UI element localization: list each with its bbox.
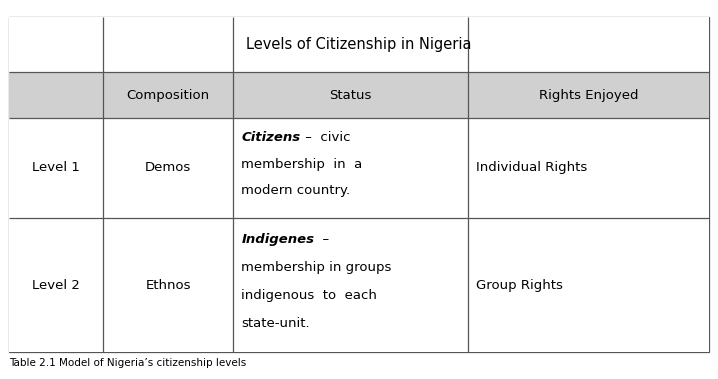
Text: –: – <box>314 233 330 246</box>
Text: membership  in  a: membership in a <box>241 158 363 171</box>
Text: –  civic: – civic <box>301 131 350 144</box>
Text: Table 2.1 Model of Nigeria’s citizenship levels: Table 2.1 Model of Nigeria’s citizenship… <box>9 358 246 368</box>
Text: Level 1: Level 1 <box>32 161 80 174</box>
Text: Demos: Demos <box>145 161 191 174</box>
Text: membership in groups: membership in groups <box>241 261 392 274</box>
Text: Composition: Composition <box>126 89 210 102</box>
Text: Levels of Citizenship in Nigeria: Levels of Citizenship in Nigeria <box>246 37 472 52</box>
Text: indigenous  to  each: indigenous to each <box>241 289 378 302</box>
Text: Level 2: Level 2 <box>32 279 80 292</box>
Text: Ethnos: Ethnos <box>145 279 191 292</box>
Text: Group Rights: Group Rights <box>476 279 563 292</box>
Text: Indigenes: Indigenes <box>241 233 314 246</box>
Text: Rights Enjoyed: Rights Enjoyed <box>538 89 638 102</box>
Text: Status: Status <box>329 89 371 102</box>
Text: Citizens: Citizens <box>241 131 301 144</box>
Text: state-unit.: state-unit. <box>241 316 310 330</box>
Text: modern country.: modern country. <box>241 184 350 197</box>
Text: Individual Rights: Individual Rights <box>476 161 587 174</box>
